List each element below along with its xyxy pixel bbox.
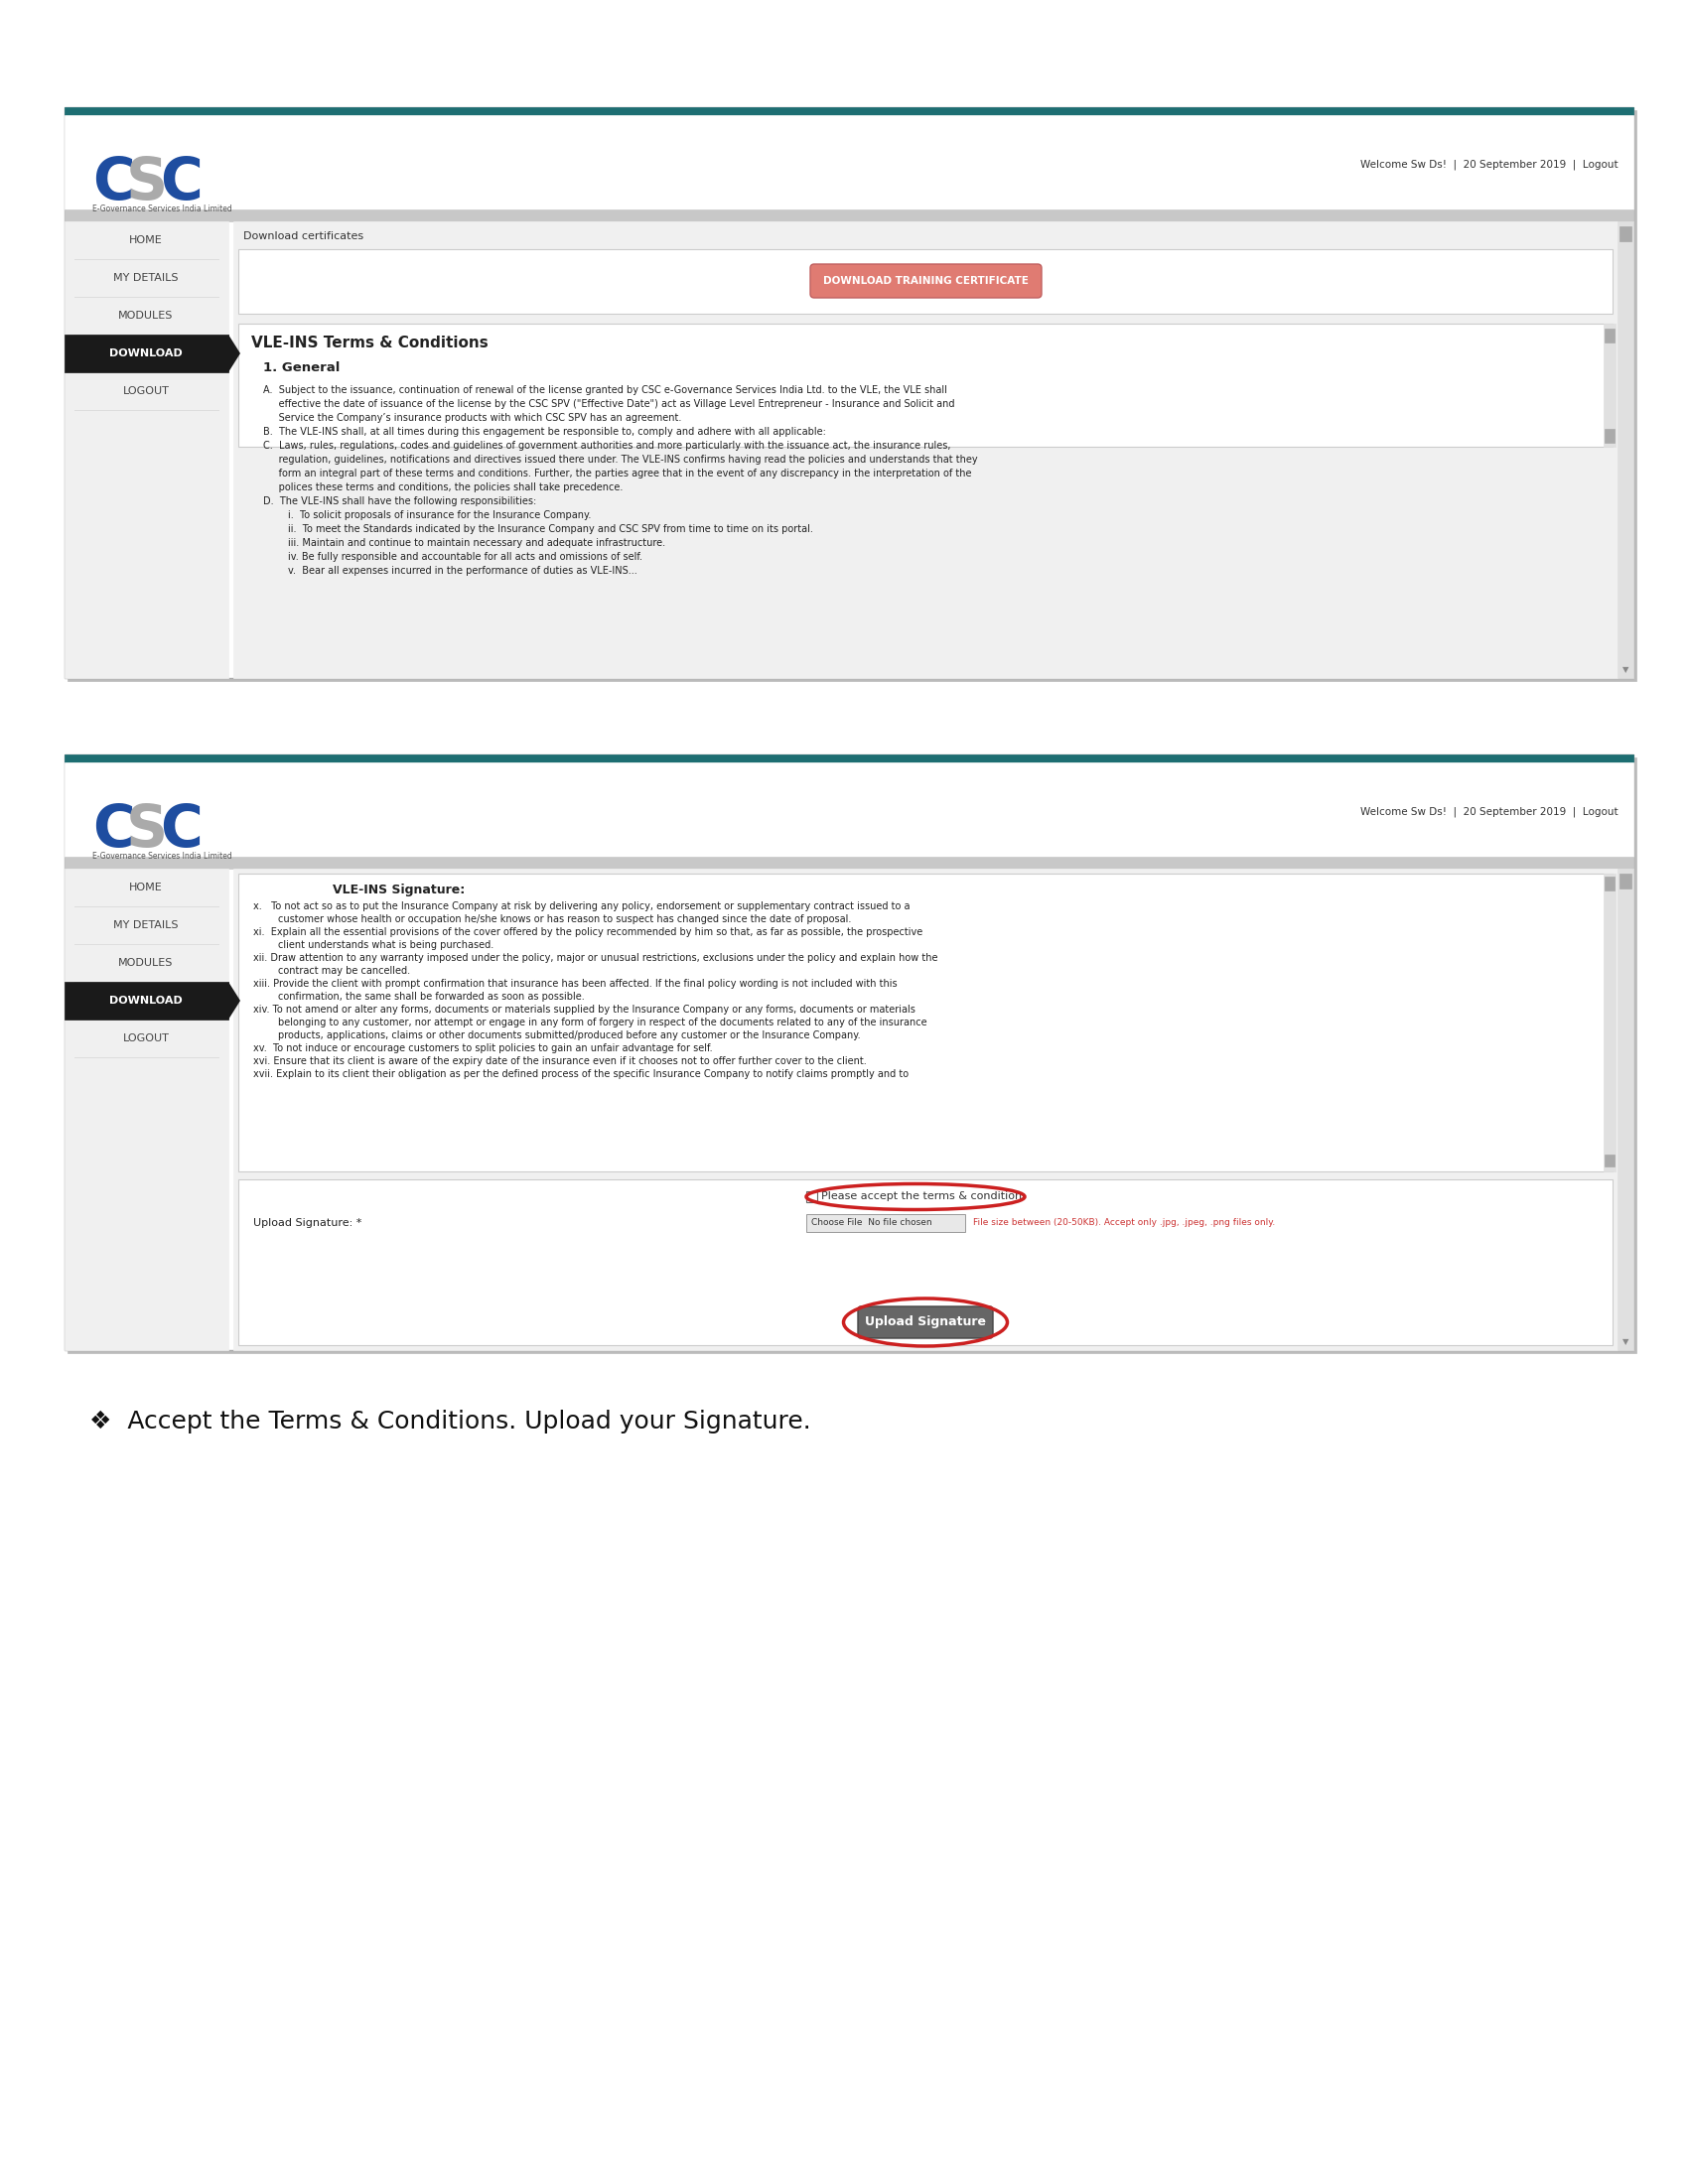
Text: belonging to any customer, nor attempt or engage in any form of forgery in respe: belonging to any customer, nor attempt o… <box>253 1018 927 1026</box>
FancyBboxPatch shape <box>64 762 1634 856</box>
Text: ▼: ▼ <box>1622 666 1629 675</box>
Text: C: C <box>160 155 203 212</box>
Text: Welcome Sw Ds!  |  20 September 2019  |  Logout: Welcome Sw Ds! | 20 September 2019 | Log… <box>1361 159 1619 170</box>
FancyBboxPatch shape <box>68 109 1636 681</box>
FancyBboxPatch shape <box>807 1190 817 1201</box>
Text: HOME: HOME <box>130 236 162 245</box>
Text: products, applications, claims or other documents submitted/produced before any : products, applications, claims or other … <box>253 1031 861 1040</box>
Text: MODULES: MODULES <box>118 959 174 968</box>
FancyBboxPatch shape <box>68 758 1636 1354</box>
Text: Please accept the terms & condition: Please accept the terms & condition <box>820 1192 1021 1201</box>
Text: xiii. Provide the client with prompt confirmation that insurance has been affect: xiii. Provide the client with prompt con… <box>253 978 898 989</box>
Text: v.  Bear all expenses incurred in the performance of duties as VLE-INS...: v. Bear all expenses incurred in the per… <box>263 566 636 577</box>
FancyBboxPatch shape <box>1617 221 1634 677</box>
Text: C: C <box>160 802 203 858</box>
Text: xii. Draw attention to any warranty imposed under the policy, major or unusual r: xii. Draw attention to any warranty impo… <box>253 952 939 963</box>
Text: Service the Company’s insurance products with which CSC SPV has an agreement.: Service the Company’s insurance products… <box>263 413 682 424</box>
Text: VLE-INS Terms & Conditions: VLE-INS Terms & Conditions <box>252 336 488 349</box>
Text: confirmation, the same shall be forwarded as soon as possible.: confirmation, the same shall be forwarde… <box>253 992 584 1002</box>
Text: S: S <box>127 155 167 212</box>
FancyBboxPatch shape <box>64 753 1634 762</box>
Text: A.  Subject to the issuance, continuation of renewal of the license granted by C: A. Subject to the issuance, continuation… <box>263 384 947 395</box>
FancyBboxPatch shape <box>64 869 228 1350</box>
Text: LOGOUT: LOGOUT <box>123 1033 169 1044</box>
Text: x.   To not act so as to put the Insurance Company at risk by delivering any pol: x. To not act so as to put the Insurance… <box>253 902 910 911</box>
Text: B.  The VLE-INS shall, at all times during this engagement be responsible to, co: B. The VLE-INS shall, at all times durin… <box>263 426 825 437</box>
FancyBboxPatch shape <box>238 1179 1612 1345</box>
Text: HOME: HOME <box>130 882 162 893</box>
Text: iv. Be fully responsible and accountable for all acts and omissions of self.: iv. Be fully responsible and accountable… <box>263 553 643 561</box>
Text: customer whose health or occupation he/she knows or has reason to suspect has ch: customer whose health or occupation he/s… <box>253 915 851 924</box>
Text: client understands what is being purchased.: client understands what is being purchas… <box>253 939 493 950</box>
Text: xvii. Explain to its client their obligation as per the defined process of the s: xvii. Explain to its client their obliga… <box>253 1070 908 1079</box>
FancyBboxPatch shape <box>1605 1155 1614 1166</box>
Text: i.  To solicit proposals of insurance for the Insurance Company.: i. To solicit proposals of insurance for… <box>263 511 591 520</box>
FancyBboxPatch shape <box>810 264 1041 297</box>
FancyBboxPatch shape <box>238 249 1612 314</box>
FancyBboxPatch shape <box>238 874 1612 1171</box>
FancyBboxPatch shape <box>1617 869 1634 1350</box>
Text: contract may be cancelled.: contract may be cancelled. <box>253 965 410 976</box>
FancyBboxPatch shape <box>64 334 228 371</box>
Text: LOGOUT: LOGOUT <box>123 387 169 395</box>
Text: VLE-INS Signature:: VLE-INS Signature: <box>333 885 464 895</box>
FancyBboxPatch shape <box>1604 874 1615 1171</box>
FancyBboxPatch shape <box>1604 323 1615 448</box>
FancyBboxPatch shape <box>64 107 1634 116</box>
FancyBboxPatch shape <box>1605 876 1614 891</box>
Text: xvi. Ensure that its client is aware of the expiry date of the insurance even if: xvi. Ensure that its client is aware of … <box>253 1057 866 1066</box>
Text: MY DETAILS: MY DETAILS <box>113 273 179 284</box>
Text: D.  The VLE-INS shall have the following responsibilities:: D. The VLE-INS shall have the following … <box>263 496 537 507</box>
Text: Download certificates: Download certificates <box>243 232 363 240</box>
Text: ii.  To meet the Standards indicated by the Insurance Company and CSC SPV from t: ii. To meet the Standards indicated by t… <box>263 524 814 535</box>
Text: C.  Laws, rules, regulations, codes and guidelines of government authorities and: C. Laws, rules, regulations, codes and g… <box>263 441 950 450</box>
Text: ❖  Accept the Terms & Conditions. Upload your Signature.: ❖ Accept the Terms & Conditions. Upload … <box>89 1409 810 1433</box>
FancyBboxPatch shape <box>1605 328 1614 343</box>
Text: xiv. To not amend or alter any forms, documents or materials supplied by the Ins: xiv. To not amend or alter any forms, do… <box>253 1005 915 1016</box>
FancyBboxPatch shape <box>238 323 1612 448</box>
Text: effective the date of issuance of the license by the CSC SPV ("Effective Date") : effective the date of issuance of the li… <box>263 400 955 408</box>
Text: iii. Maintain and continue to maintain necessary and adequate infrastructure.: iii. Maintain and continue to maintain n… <box>263 537 665 548</box>
FancyBboxPatch shape <box>858 1306 993 1339</box>
FancyBboxPatch shape <box>64 753 1634 1350</box>
FancyBboxPatch shape <box>1619 874 1631 889</box>
FancyBboxPatch shape <box>64 983 228 1020</box>
FancyBboxPatch shape <box>1605 428 1614 443</box>
FancyBboxPatch shape <box>64 107 1634 677</box>
Text: E-Governance Services India Limited: E-Governance Services India Limited <box>93 205 231 214</box>
FancyBboxPatch shape <box>64 210 1634 221</box>
FancyBboxPatch shape <box>1619 227 1631 240</box>
Text: MY DETAILS: MY DETAILS <box>113 919 179 930</box>
Text: regulation, guidelines, notifications and directives issued there under. The VLE: regulation, guidelines, notifications an… <box>263 454 977 465</box>
Text: Choose File  No file chosen: Choose File No file chosen <box>812 1219 932 1227</box>
Text: C: C <box>93 802 135 858</box>
FancyBboxPatch shape <box>233 221 1617 677</box>
Polygon shape <box>228 983 240 1020</box>
Text: C: C <box>93 155 135 212</box>
Text: Upload Signature: Upload Signature <box>864 1315 986 1328</box>
FancyBboxPatch shape <box>233 869 1617 1350</box>
Text: form an integral part of these terms and conditions. Further, the parties agree : form an integral part of these terms and… <box>263 470 972 478</box>
Text: xv.  To not induce or encourage customers to split policies to gain an unfair ad: xv. To not induce or encourage customers… <box>253 1044 712 1053</box>
Text: ▼: ▼ <box>1622 1337 1629 1348</box>
Text: Welcome Sw Ds!  |  20 September 2019  |  Logout: Welcome Sw Ds! | 20 September 2019 | Log… <box>1361 806 1619 817</box>
FancyBboxPatch shape <box>64 116 1634 210</box>
FancyBboxPatch shape <box>64 221 228 677</box>
Text: polices these terms and conditions, the policies shall take precedence.: polices these terms and conditions, the … <box>263 483 623 491</box>
Text: S: S <box>127 802 167 858</box>
Text: File size between (20-50KB). Accept only .jpg, .jpeg, .png files only.: File size between (20-50KB). Accept only… <box>972 1219 1274 1227</box>
Text: xi.  Explain all the essential provisions of the cover offered by the policy rec: xi. Explain all the essential provisions… <box>253 928 923 937</box>
Polygon shape <box>228 334 240 371</box>
FancyBboxPatch shape <box>64 856 1634 869</box>
Text: Upload Signature: *: Upload Signature: * <box>253 1219 361 1227</box>
Text: DOWNLOAD TRAINING CERTIFICATE: DOWNLOAD TRAINING CERTIFICATE <box>822 275 1028 286</box>
Text: E-Governance Services India Limited: E-Governance Services India Limited <box>93 852 231 860</box>
FancyBboxPatch shape <box>807 1214 966 1232</box>
Text: MODULES: MODULES <box>118 310 174 321</box>
Text: DOWNLOAD: DOWNLOAD <box>110 349 182 358</box>
Text: 1. General: 1. General <box>263 360 339 373</box>
Text: DOWNLOAD: DOWNLOAD <box>110 996 182 1005</box>
